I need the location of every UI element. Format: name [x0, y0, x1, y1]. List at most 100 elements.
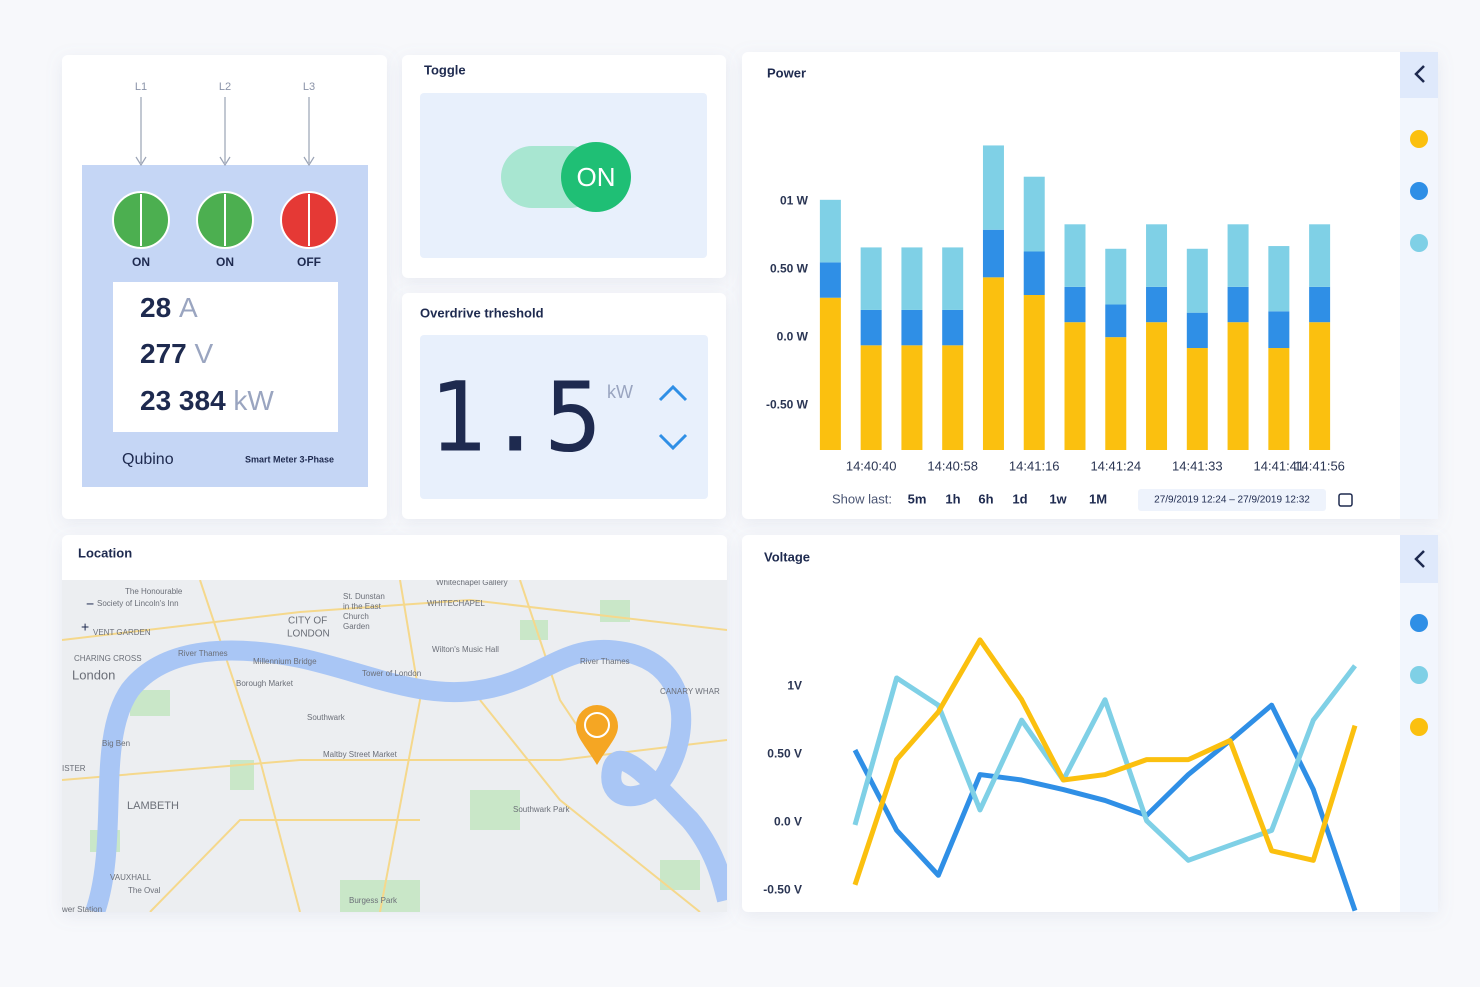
toggle-state: ON: [577, 162, 616, 192]
bar-segment: [1064, 322, 1086, 450]
range-button[interactable]: 5m: [908, 491, 927, 506]
power-sidebar: [1400, 52, 1438, 519]
map-label: Big Ben: [102, 739, 130, 748]
bar-segment: [901, 309, 923, 346]
range-label: Show last:: [832, 491, 892, 506]
map-label: Southwark Park: [513, 805, 570, 814]
bar-segment: [1309, 322, 1331, 450]
bar-segment: [1268, 246, 1290, 312]
zoom-in[interactable]: +: [81, 619, 89, 635]
date-range-box[interactable]: [1138, 489, 1326, 511]
zoom-out[interactable]: −: [86, 596, 94, 612]
model: Smart Meter 3-Phase: [245, 454, 334, 464]
meter-display: [113, 282, 338, 432]
y-tick-label: -0.50 V: [763, 882, 802, 896]
bar-segment: [901, 345, 923, 450]
map-label: Church: [343, 612, 369, 621]
overdrive-box: [420, 335, 708, 499]
legend-dot[interactable]: [1410, 614, 1428, 632]
x-tick-label: 14:41:33: [1172, 458, 1223, 473]
x-tick-label: 14:41:16: [1009, 458, 1060, 473]
reading: 23 384 kW: [140, 385, 274, 416]
bar-segment: [860, 309, 882, 346]
bar-segment: [1227, 286, 1249, 323]
x-tick-label: 14:40:40: [846, 458, 897, 473]
legend-dot[interactable]: [1410, 182, 1428, 200]
chevron-left: [1414, 550, 1425, 568]
toggle-knob[interactable]: [561, 142, 631, 212]
map-label: LONDON: [287, 629, 330, 640]
bar-segment: [1064, 224, 1086, 287]
range-button[interactable]: 1d: [1012, 491, 1027, 506]
arrow-head: [303, 156, 315, 167]
y-tick-label: 1V: [787, 678, 802, 692]
map-label: LAMBETH: [127, 800, 179, 812]
roads: [62, 580, 727, 912]
reading: 277 V: [140, 338, 214, 369]
bar-segment: [819, 262, 841, 298]
legend-dot[interactable]: [1410, 130, 1428, 148]
map-label: CITY OF: [288, 616, 327, 627]
y-tick-label: 0.50 W: [770, 261, 809, 275]
y-tick-label: 0.0 W: [777, 329, 809, 343]
location-title: Location: [78, 545, 132, 560]
y-tick-label: -0.50 W: [766, 397, 809, 411]
range-button[interactable]: 1h: [945, 491, 960, 506]
bar-segment: [1105, 337, 1127, 450]
y-tick-label: 0.0 V: [774, 814, 802, 828]
x-tick-label: 14:41:41: [1254, 458, 1305, 473]
map-label: St. Dunstan: [343, 592, 385, 601]
map-label: London: [72, 667, 115, 682]
bar-segment: [1227, 224, 1249, 287]
range-button[interactable]: 6h: [978, 491, 993, 506]
reading-value: 23 384: [140, 385, 226, 416]
map-label: Garden: [343, 622, 370, 631]
map-label: Wilton's Music Hall: [432, 645, 499, 654]
bar-segment: [1186, 248, 1208, 313]
bar-segment: [1146, 322, 1168, 450]
map-label: VENT GARDEN: [93, 628, 151, 637]
map-label: Borough Market: [236, 679, 294, 688]
river: [85, 639, 727, 912]
calendar-icon[interactable]: [1338, 493, 1353, 507]
map[interactable]: The Honourable Society of Lincoln's Inn VE…: [61, 578, 727, 914]
map-label: in the East: [343, 602, 382, 611]
overdrive-unit: kW: [607, 382, 633, 402]
map-background: [62, 580, 727, 912]
range-button[interactable]: 1M: [1089, 491, 1107, 506]
switch-state: ON: [216, 255, 234, 269]
range-button[interactable]: 1w: [1049, 491, 1067, 506]
arrow-head: [135, 156, 147, 167]
legend-dot[interactable]: [1410, 666, 1428, 684]
line: [852, 664, 1357, 863]
map-label: Tower of London: [362, 669, 421, 678]
increase[interactable]: [658, 384, 688, 402]
y-tick-label: 01 W: [780, 193, 809, 207]
y-tick-label: 0.50 V: [767, 746, 802, 760]
decrease[interactable]: [658, 433, 688, 451]
bar-segment: [982, 229, 1004, 278]
bar-segment: [860, 345, 882, 450]
bar-segment: [1064, 286, 1086, 323]
reading-unit: kW: [233, 385, 274, 416]
power-collapse[interactable]: [1400, 52, 1438, 98]
map-label: The Oval: [128, 886, 161, 895]
bar-segment: [1227, 322, 1249, 450]
x-tick-label: 14:40:58: [927, 458, 978, 473]
legend-dot[interactable]: [1410, 234, 1428, 252]
bar-segment: [1309, 224, 1331, 287]
bar-segment: [942, 247, 964, 310]
reading-value: 28: [140, 292, 171, 323]
overdrive-title: Overdrive trheshold: [420, 305, 544, 320]
map-label: River Thames: [178, 649, 228, 658]
line: [852, 702, 1358, 912]
map-label: River Thames: [580, 657, 630, 666]
voltage-collapse[interactable]: [1400, 535, 1438, 583]
map-label: wer Station: [61, 905, 102, 914]
arrow-head: [219, 156, 231, 167]
bar-segment: [1023, 295, 1045, 450]
bar-segment: [1023, 251, 1045, 295]
legend-dot[interactable]: [1410, 718, 1428, 736]
